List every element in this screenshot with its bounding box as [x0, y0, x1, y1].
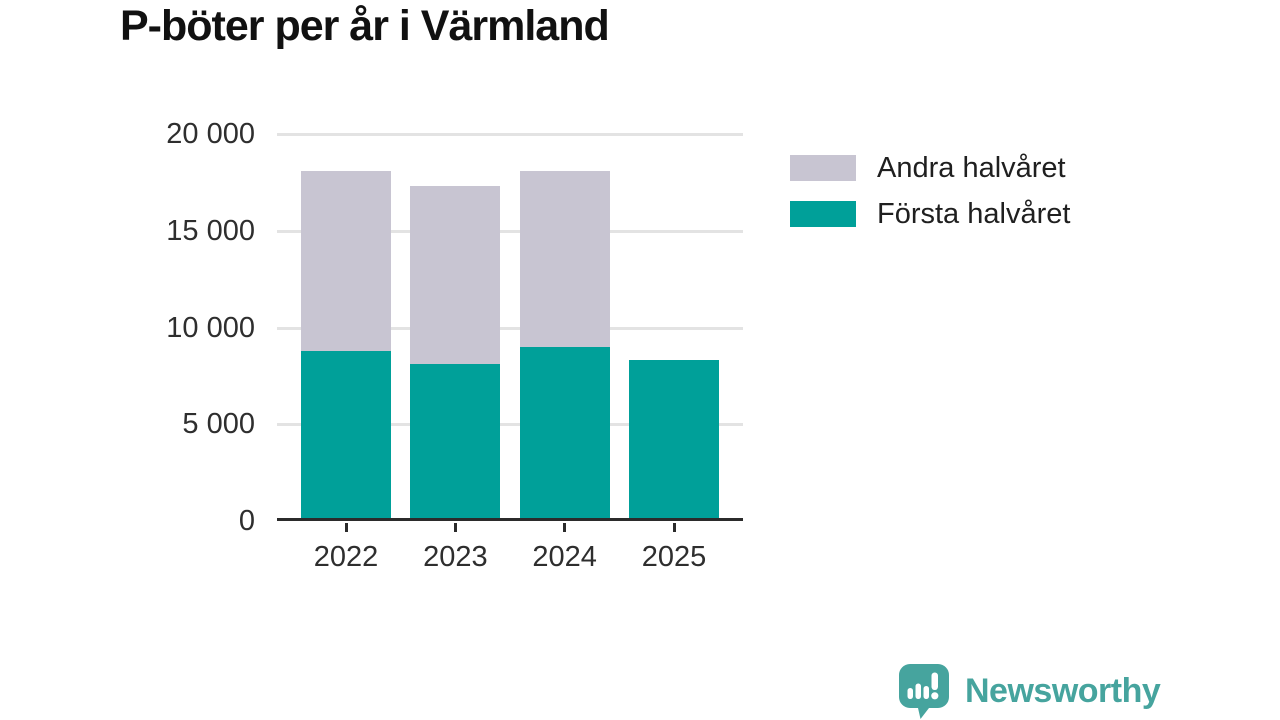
legend-label-forsta-halvaret: Första halvåret [877, 198, 1071, 230]
x-tick-label-2025: 2025 [641, 541, 707, 573]
x-tick-mark [453, 523, 457, 532]
x-tick-label-2022: 2022 [313, 541, 379, 573]
legend-label-andra-halvaret: Andra halvåret [877, 152, 1066, 184]
bar-2024-f-rsta-halv-ret [519, 346, 610, 521]
bar-2024-andra-halv-ret [519, 170, 610, 347]
legend-item-andra-halvaret: Andra halvåret [790, 152, 1070, 184]
x-axis-line [277, 518, 743, 521]
legend-item-forsta-halvaret: Första halvåret [790, 198, 1071, 230]
x-tick-label-2024: 2024 [532, 541, 597, 573]
gridline-15000 [277, 229, 743, 233]
bar-2023-f-rsta-halv-ret [410, 364, 501, 521]
gridline-20000 [277, 133, 743, 136]
x-tick-mark [672, 523, 676, 532]
bar-2022-andra-halv-ret [301, 170, 391, 351]
y-tick-label: 20 000 [166, 118, 255, 150]
legend-swatch-forsta-halvaret [790, 201, 856, 227]
bar-2022-f-rsta-halv-ret [301, 350, 391, 521]
y-tick-label: 15 000 [166, 214, 255, 247]
bar-2025-f-rsta-halv-ret [629, 360, 719, 521]
x-tick-mark [563, 523, 567, 532]
x-tick-label-2023: 2023 [423, 541, 488, 573]
brand-name: Newsworthy [965, 671, 1161, 710]
legend-swatch-andra-halvaret [790, 155, 856, 181]
y-tick-label: 0 [238, 505, 255, 537]
newsworthy-branding: Newsworthy [898, 663, 1161, 719]
x-tick-mark [344, 523, 348, 532]
bar-chart-speech-bubble-icon [899, 664, 949, 719]
gridline-10000 [277, 326, 743, 330]
y-tick-label: 10 000 [166, 311, 255, 344]
page-title: P-böter per år i Värmland [120, 2, 610, 50]
bar-2023-andra-halv-ret [410, 186, 501, 365]
y-tick-label: 5 000 [182, 408, 255, 441]
legend: Andra halvåret Första halvåret [790, 152, 1071, 230]
plot-area [277, 133, 743, 521]
gridline-5000 [277, 423, 743, 427]
